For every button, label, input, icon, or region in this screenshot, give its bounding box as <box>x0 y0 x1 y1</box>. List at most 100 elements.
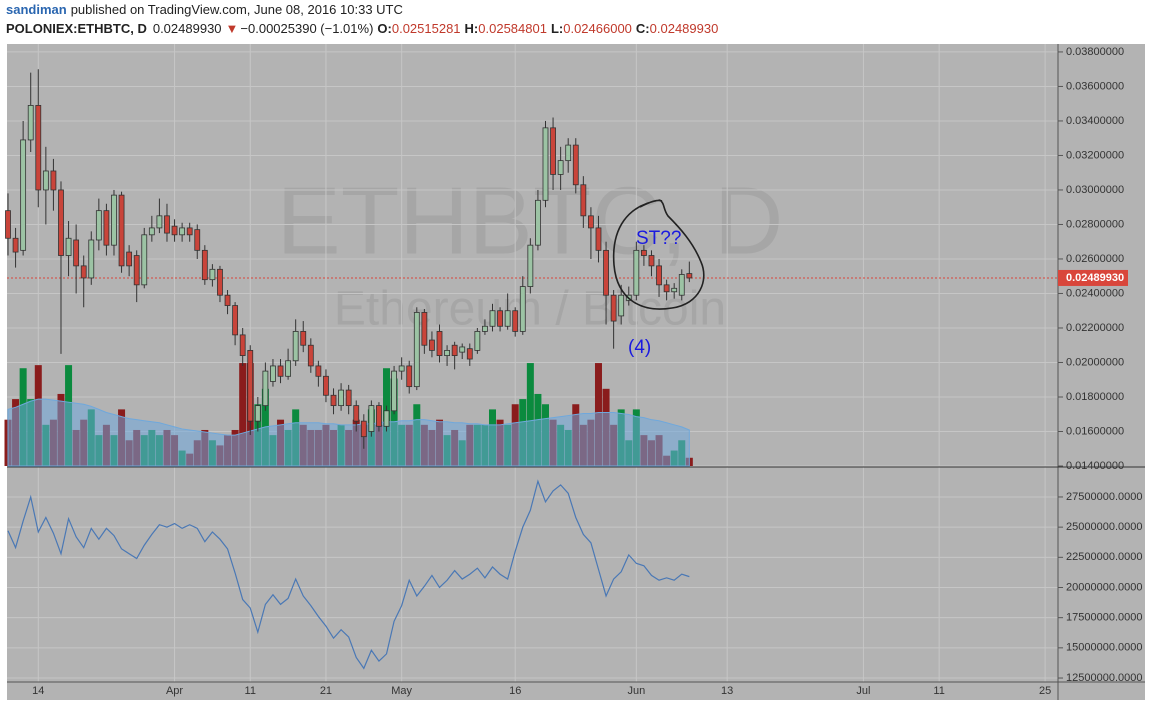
candle-body <box>65 237 72 256</box>
x-tick-label: Jun <box>627 685 645 697</box>
y-tick-label: 0.03200000 <box>1066 149 1124 161</box>
ohlc-value: 0.02584801 <box>478 21 547 36</box>
candle-body <box>277 365 284 377</box>
y-tick-label: 0.02800000 <box>1066 218 1124 230</box>
candle-body <box>88 239 95 279</box>
x-tick-label: 16 <box>509 685 521 697</box>
candle-body <box>497 310 503 327</box>
candle-body <box>323 375 329 396</box>
candle-body <box>451 344 458 356</box>
x-tick-label: 11 <box>245 685 256 697</box>
candle-body <box>421 312 428 346</box>
x-tick-label: Apr <box>166 685 183 697</box>
candle-body <box>671 287 678 293</box>
candle-body <box>376 405 382 427</box>
y-tick-label: 0.01800000 <box>1066 391 1124 403</box>
candle-body <box>678 274 685 296</box>
x-tick-label: 25 <box>1039 685 1051 697</box>
candle-body <box>512 310 519 332</box>
candle-body <box>50 170 57 191</box>
x-tick-label: 11 <box>933 685 944 697</box>
candle-body <box>103 210 110 246</box>
candle-body <box>413 312 420 388</box>
candle-body <box>239 334 246 356</box>
candle-body <box>315 365 322 377</box>
candle-body <box>201 249 208 281</box>
candle-body <box>648 255 655 267</box>
candle-body <box>610 294 617 322</box>
candle-body <box>186 227 193 236</box>
candle-body <box>588 215 594 229</box>
candle-body <box>171 225 178 236</box>
candle-body <box>254 405 261 422</box>
candle-body <box>300 331 307 346</box>
candle-body <box>519 286 526 332</box>
candle-body <box>406 365 413 388</box>
candle-body <box>474 331 481 351</box>
candle-body <box>633 249 640 296</box>
candle-body <box>353 405 360 422</box>
candle-body <box>285 360 292 377</box>
candle-body <box>12 237 19 253</box>
volume-bar <box>526 363 534 466</box>
candle-body <box>550 127 556 175</box>
candle-body <box>504 310 511 327</box>
candle-body <box>663 284 670 293</box>
y-tick-label: 0.02000000 <box>1066 356 1124 368</box>
symbol: POLONIEX:ETHBTC, D <box>6 21 147 36</box>
candle-body <box>179 227 186 236</box>
candle-body <box>148 227 155 236</box>
ohlc-value: 0.02515281 <box>392 21 461 36</box>
candle-body <box>595 227 602 251</box>
candle-body <box>557 160 564 175</box>
candle-body <box>35 105 42 191</box>
symbol-line: POLONIEX:ETHBTC, D 0.02489930 ▼ −0.00025390… <box>6 21 718 36</box>
volume-ma-area <box>7 398 690 467</box>
annotations: ST?? (4) <box>612 199 705 358</box>
candle-body <box>194 229 201 251</box>
candle-body <box>686 273 693 279</box>
candle-body <box>164 215 170 234</box>
candle-body <box>542 127 549 201</box>
candle-body <box>209 268 216 281</box>
candle-body <box>360 420 367 438</box>
author[interactable]: sandiman <box>6 2 67 17</box>
candle-body <box>307 344 314 367</box>
volume-bar <box>239 363 247 466</box>
ohlc-label: O: <box>377 21 391 36</box>
candle-body <box>345 389 352 407</box>
candle-body <box>391 370 397 412</box>
candle-body <box>489 310 496 327</box>
change-arrow: ▼ <box>226 21 239 36</box>
ohlc-value: 0.02489930 <box>650 21 719 36</box>
y-tick-label: 0.02600000 <box>1066 253 1124 265</box>
candle-body <box>262 370 269 407</box>
ohlc: O:0.02515281 H:0.02584801 L:0.02466000 C:0.… <box>377 21 718 36</box>
indicator-line <box>7 479 690 670</box>
y-tick-label: 0.03400000 <box>1066 115 1124 127</box>
y2-tick-label: 12500000.0000 <box>1066 672 1142 684</box>
candle-body <box>20 139 27 251</box>
y2-tick-label: 22500000.0000 <box>1066 551 1142 563</box>
candle-body <box>572 144 579 186</box>
candle-body <box>270 365 276 382</box>
candle-body <box>133 255 140 286</box>
x-tick-label: 13 <box>721 685 733 697</box>
y-tick-label: 0.02400000 <box>1066 287 1124 299</box>
change: −0.00025390 (−1.01%) <box>240 21 373 36</box>
annotation: (4) <box>628 337 651 358</box>
candle-body <box>292 331 299 362</box>
y2-tick-label: 17500000.0000 <box>1066 612 1142 624</box>
candle-body <box>535 199 541 246</box>
ohlc-value: 0.02466000 <box>563 21 632 36</box>
y2-tick-label: 15000000.0000 <box>1066 642 1142 654</box>
x-tick-label: 14 <box>32 685 44 697</box>
candle-body <box>247 350 254 422</box>
candle-body <box>527 244 534 287</box>
y-tick-label: 0.03600000 <box>1066 80 1124 92</box>
candle-body <box>330 394 337 407</box>
candle-body <box>398 365 405 372</box>
candle-body <box>466 348 473 360</box>
candle-body <box>429 339 435 351</box>
hand-drawn-circle <box>612 199 705 310</box>
